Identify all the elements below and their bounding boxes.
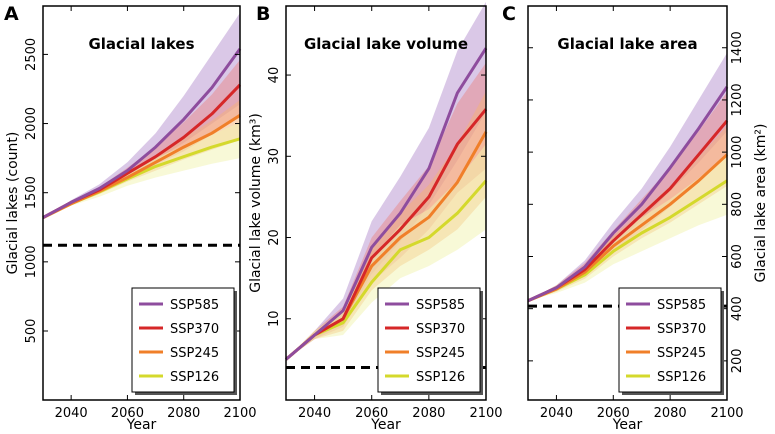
y-tick-label: 600 <box>730 244 745 269</box>
legend-label-ssp370: SSP370 <box>416 322 465 337</box>
y-axis-label: Glacial lakes (count) <box>5 132 21 275</box>
y-axis-label: Glacial lake volume (km³) <box>248 113 264 293</box>
panel-letter: A <box>4 3 19 25</box>
panel-title: Glacial lake area <box>557 35 697 53</box>
y-tick-label: 10 <box>267 310 282 327</box>
panel-letter: B <box>256 3 270 25</box>
legend-label-ssp370: SSP370 <box>657 322 706 337</box>
y-tick-label: 20 <box>267 229 282 246</box>
series-line-ssp585 <box>285 47 488 361</box>
y-tick-label: 1500 <box>24 176 39 209</box>
x-tick-label: 2100 <box>710 406 743 421</box>
x-axis-label: Year <box>612 417 643 433</box>
legend-label-ssp245: SSP245 <box>657 346 706 361</box>
uncertainty-band-ssp126 <box>528 154 727 301</box>
legend-label-ssp245: SSP245 <box>416 346 465 361</box>
x-tick-label: 2060 <box>597 406 630 421</box>
y-tick-label: 1000 <box>730 136 745 169</box>
legend-label-ssp245: SSP245 <box>170 346 219 361</box>
x-tick-label: 2080 <box>412 406 445 421</box>
y-tick-label: 2500 <box>24 38 39 71</box>
y-tick-label: 500 <box>24 319 39 344</box>
legend: SSP585 SSP370 SSP245 SSP126 <box>618 287 724 395</box>
legend-label-ssp370: SSP370 <box>170 322 219 337</box>
legend-label-ssp126: SSP126 <box>657 370 706 385</box>
y-tick-label: 1000 <box>24 245 39 278</box>
y-tick-label: 400 <box>730 296 745 321</box>
chart-panel-a: 2040 2060 2080 2100 500 1000 1500 2000 2500 Year G… <box>4 3 257 433</box>
panel-letter: C <box>502 3 516 25</box>
y-tick-label: 2000 <box>24 107 39 140</box>
y-tick-label: 30 <box>267 148 282 165</box>
x-tick-label: 2100 <box>469 406 502 421</box>
legend-label-ssp585: SSP585 <box>416 298 465 313</box>
series-line-ssp585 <box>42 48 242 219</box>
plot-frame <box>42 5 241 401</box>
series-line-ssp126 <box>527 179 728 303</box>
uncertainty-band-ssp370 <box>286 62 486 360</box>
x-axis-label: Year <box>126 417 157 433</box>
x-tick-label: 2040 <box>540 406 573 421</box>
legend: SSP585 SSP370 SSP245 SSP126 <box>131 287 237 395</box>
x-axis-label: Year <box>370 417 401 433</box>
panel-title: Glacial lake volume <box>304 35 468 53</box>
chart-panel-b: 2040 2060 2080 2100 10 20 30 40 Year Glacial lake… <box>248 1 503 433</box>
y-tick-label: 1400 <box>730 31 745 64</box>
y-tick-label: 800 <box>730 192 745 217</box>
y-tick-label: 40 <box>267 67 282 84</box>
plot-frame <box>285 5 487 401</box>
x-tick-label: 2080 <box>167 406 200 421</box>
panel-title: Glacial lakes <box>88 35 194 53</box>
uncertainty-band-ssp585 <box>286 1 486 360</box>
series-line-ssp585 <box>527 86 729 303</box>
legend-label-ssp585: SSP585 <box>170 298 219 313</box>
legend-label-ssp126: SSP126 <box>416 370 465 385</box>
plot-frame <box>527 5 728 401</box>
y-axis-label: Glacial lake area (km²) <box>753 124 769 283</box>
x-tick-label: 2100 <box>223 406 256 421</box>
x-tick-label: 2040 <box>55 406 88 421</box>
legend-label-ssp585: SSP585 <box>657 298 706 313</box>
y-tick-label: 1200 <box>730 83 745 116</box>
chart-panel-c: 2040 2060 2080 2100 200 400 600 800 1000 1200 1400… <box>502 3 769 433</box>
legend: SSP585 SSP370 SSP245 SSP126 <box>377 287 483 395</box>
x-tick-label: 2060 <box>355 406 388 421</box>
x-tick-label: 2060 <box>111 406 144 421</box>
y-tick-label: 200 <box>730 348 745 373</box>
x-tick-label: 2080 <box>654 406 687 421</box>
legend-label-ssp126: SSP126 <box>170 370 219 385</box>
x-tick-label: 2040 <box>298 406 331 421</box>
